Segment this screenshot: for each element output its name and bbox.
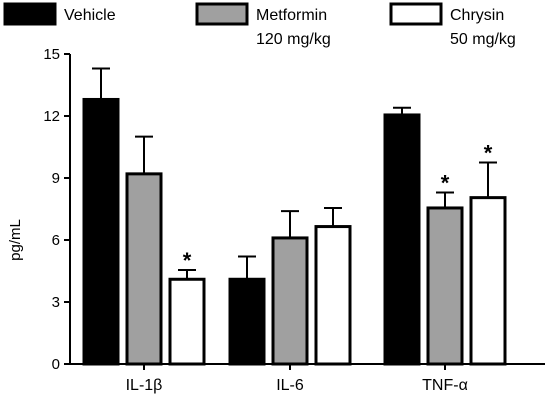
legend-label: Vehicle — [64, 7, 116, 24]
legend-label: 50 mg/kg — [450, 31, 516, 48]
bar — [469, 196, 507, 366]
y-tick-label: 15 — [43, 46, 60, 63]
bars: * * * — [82, 67, 507, 366]
legend-swatch — [195, 2, 249, 26]
x-tick-label: IL-6 — [276, 377, 304, 394]
bar — [125, 172, 163, 366]
x-tick-label: TNF-α — [422, 377, 468, 394]
y-tick-label: 0 — [52, 356, 60, 373]
x-tick-label: IL-1β — [126, 377, 163, 394]
significance-marker: * — [183, 248, 192, 273]
y-tick-label: 3 — [52, 294, 60, 311]
y-tick-label: 6 — [52, 232, 60, 249]
legend-swatch — [389, 2, 443, 26]
bar — [82, 97, 120, 366]
legend: Vehicle Metformin 120 mg/kg Chrysin 50 mg/kg — [3, 2, 516, 48]
legend-label: Chrysin — [450, 7, 504, 24]
bar — [271, 236, 309, 366]
bar — [314, 225, 352, 366]
y-axis-title: pg/mL — [7, 219, 24, 261]
bar — [383, 113, 421, 366]
y-tick-label: 9 — [52, 170, 60, 187]
legend-swatch — [3, 2, 57, 26]
significance-marker: * — [484, 141, 493, 166]
bar — [228, 277, 266, 366]
significance-marker: * — [441, 170, 450, 195]
bar — [168, 277, 206, 366]
bar — [426, 206, 464, 366]
legend-label: 120 mg/kg — [256, 31, 331, 48]
legend-label: Metformin — [256, 7, 327, 24]
y-tick-label: 12 — [43, 108, 60, 125]
